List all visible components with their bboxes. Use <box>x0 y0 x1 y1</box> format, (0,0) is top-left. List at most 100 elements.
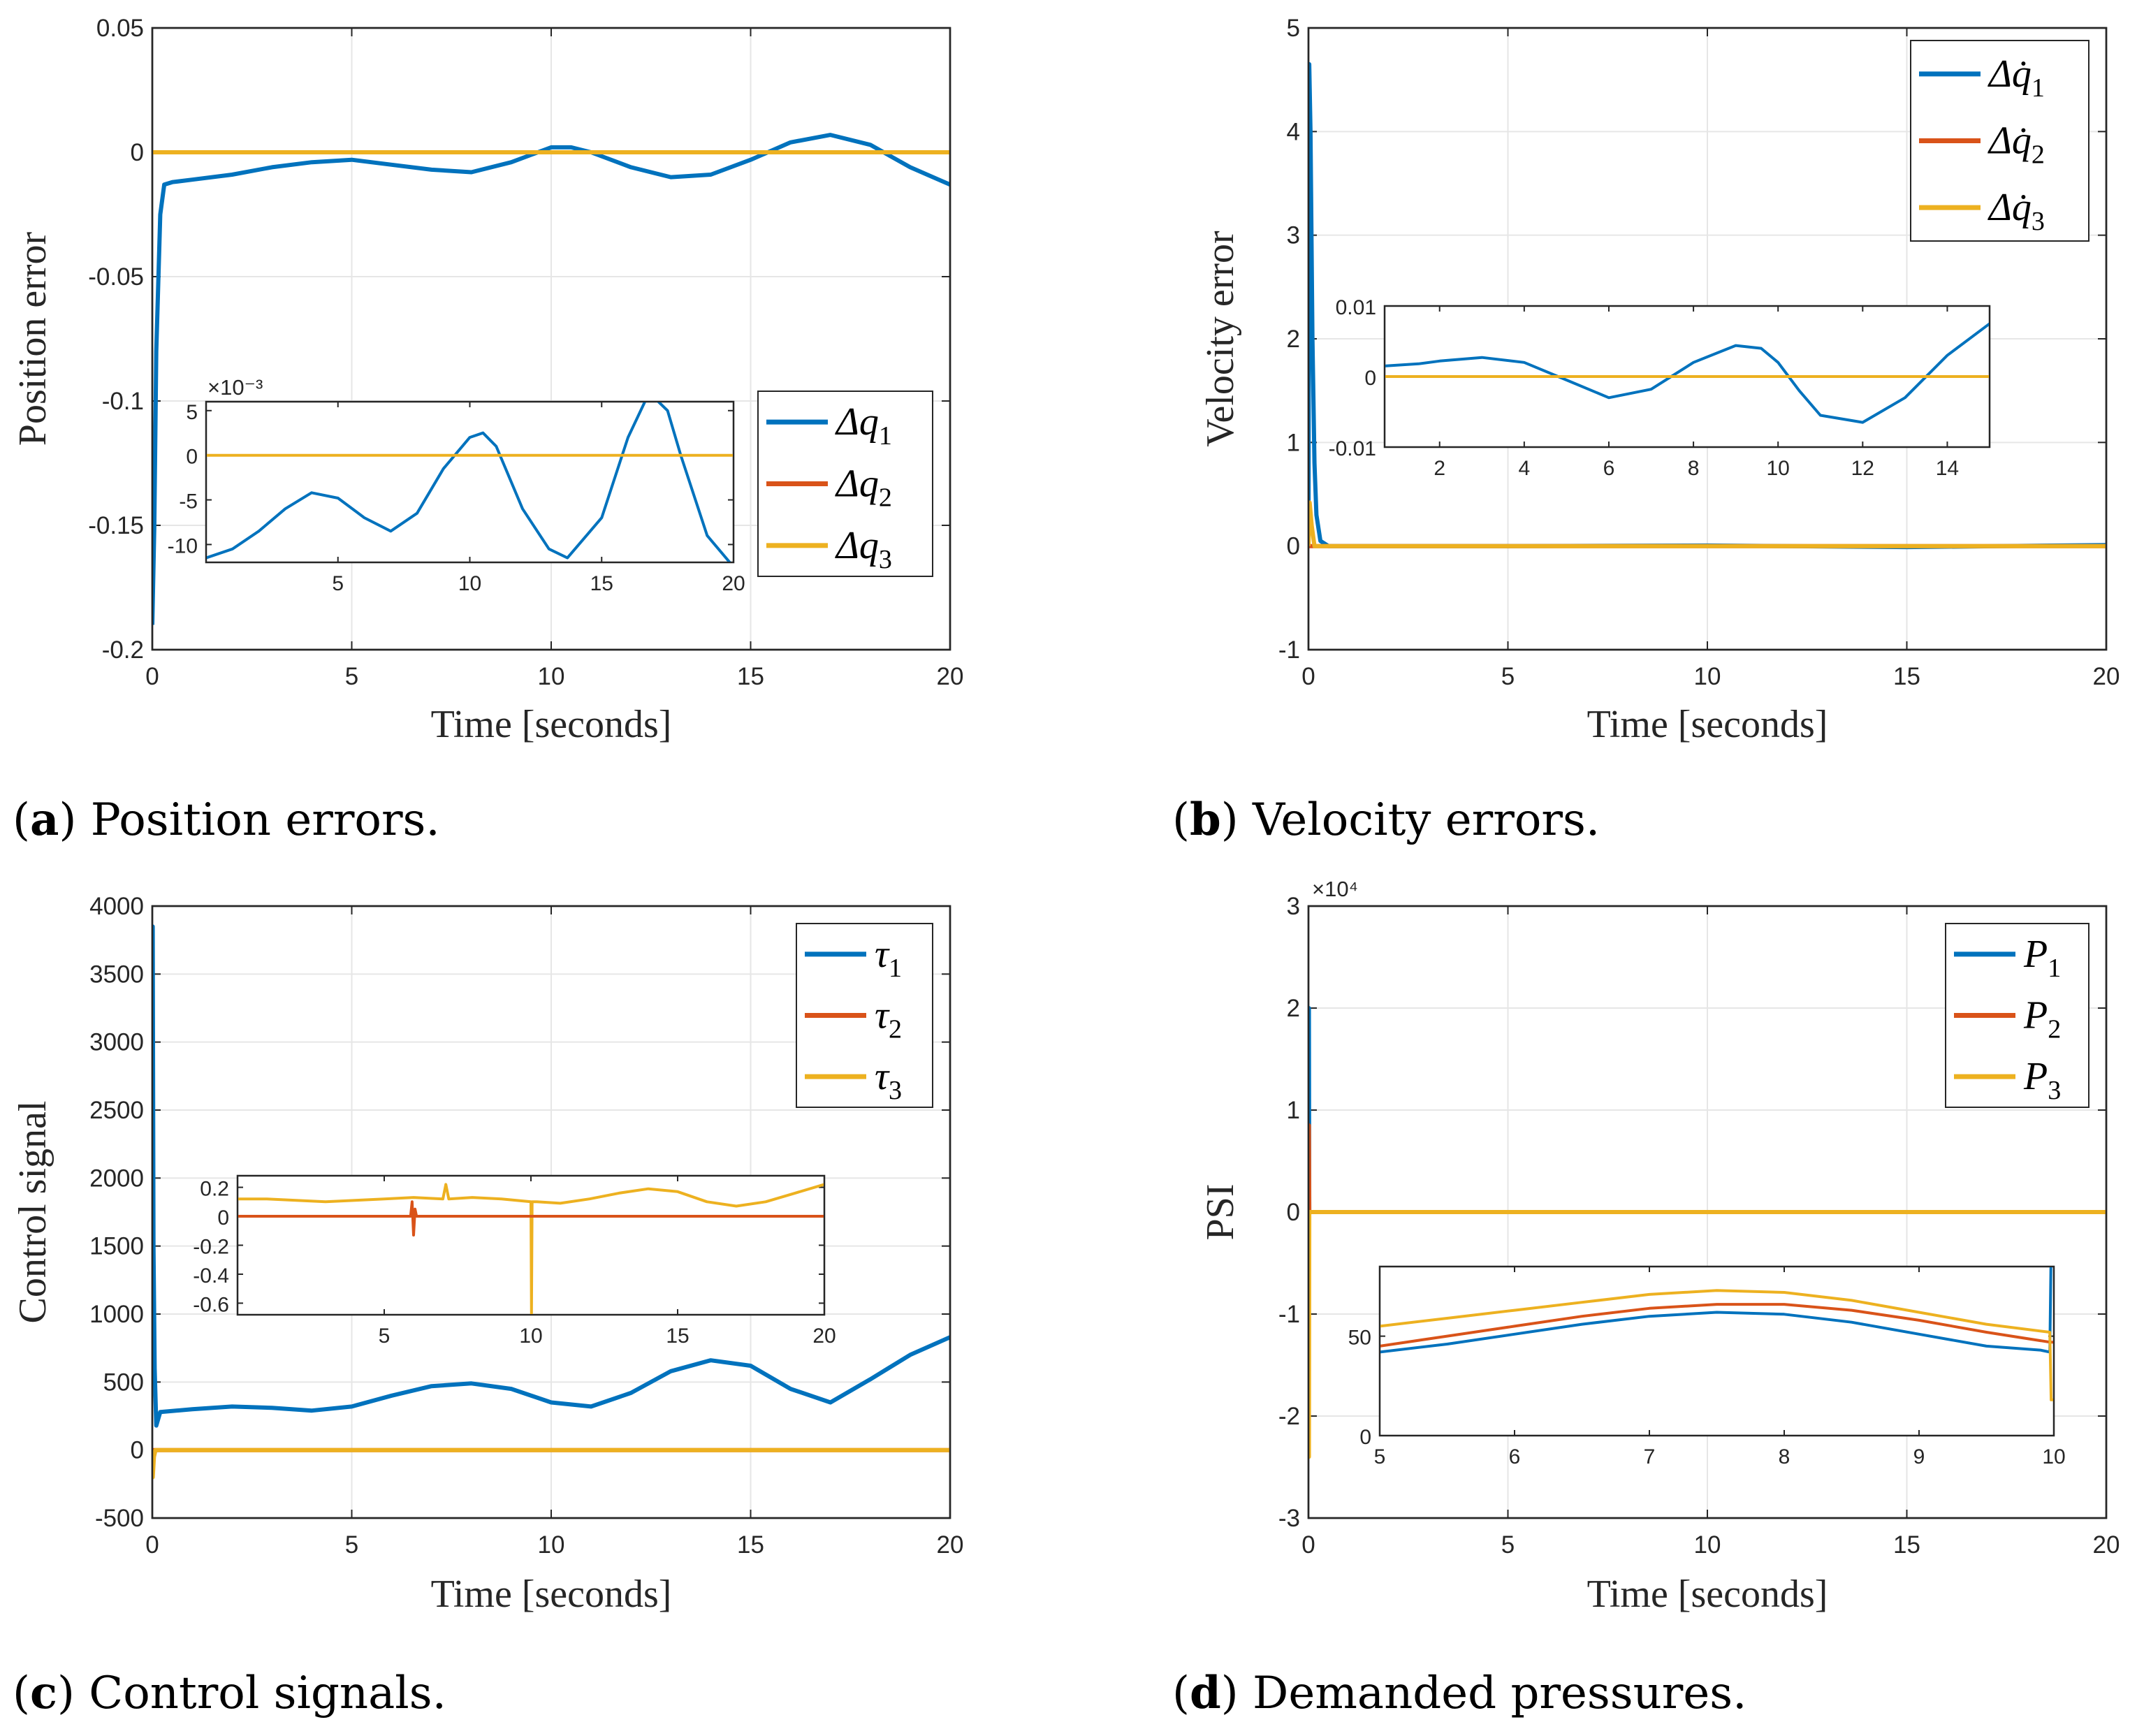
legend-symbol: Δq <box>835 524 879 567</box>
caption-text: ) Velocity errors. <box>1221 794 1600 846</box>
chart-c-xtick-label: 10 <box>538 1531 565 1559</box>
chart-b-ytick-label: 4 <box>1287 118 1300 145</box>
chart-c-inset-xtick-label: 10 <box>519 1325 542 1348</box>
caption-letter: b <box>1190 794 1221 846</box>
chart-d-ytick-label: 1 <box>1287 1097 1300 1124</box>
caption-open-paren: ( <box>1172 794 1190 846</box>
chart-b-xtick-label: 20 <box>2093 663 2120 690</box>
chart-c-inset-xtick-label: 20 <box>812 1325 836 1348</box>
chart-a-ytick-label: -0.05 <box>88 263 144 291</box>
chart-b-ytick-label: 0 <box>1287 533 1300 560</box>
chart-c-ytick-label: 4000 <box>89 893 144 920</box>
legend-symbol: P <box>2023 1055 2048 1098</box>
legend-subscript: 2 <box>889 1015 902 1044</box>
chart-b-inset-xtick-label: 2 <box>1434 457 1445 480</box>
chart-a-inset-xtick-label: 10 <box>458 572 481 595</box>
chart-d-ytick-label: 2 <box>1287 995 1300 1022</box>
chart-b-legend: Δq̇1Δq̇2Δq̇3 <box>1910 40 2089 242</box>
chart-a-inset-ytick-label: 5 <box>186 401 198 424</box>
chart-d-xlabel: Time [seconds] <box>1587 1573 1828 1616</box>
legend-subscript: 1 <box>889 954 902 983</box>
chart-a-xtick-label: 15 <box>737 663 764 690</box>
chart-d-legend-entry-1: P1 <box>2023 933 2061 983</box>
chart-c-inset-ytick-label: 0.2 <box>200 1178 229 1201</box>
chart-d-inset-ytick-label: 0 <box>1359 1426 1371 1449</box>
chart-b-xlabel: Time [seconds] <box>1587 703 1828 746</box>
chart-a-legend-entry-3: Δq3 <box>835 524 892 574</box>
chart-d-axis-multiplier: ×10⁴ <box>1312 877 1358 901</box>
chart-d-ylabel: PSI <box>1199 1184 1242 1241</box>
chart-a-inset-xtick-label: 15 <box>590 572 613 595</box>
chart-d-xtick-label: 10 <box>1694 1531 1721 1559</box>
chart-c-inset-xtick-label: 5 <box>379 1325 391 1348</box>
legend-subscript: 2 <box>2048 1015 2061 1044</box>
chart-a-ytick-label: 0.05 <box>96 15 144 42</box>
chart-a-caption: (a) Position errors. <box>13 794 440 846</box>
chart-b-ylabel: Velocity error <box>1199 231 1242 447</box>
chart-a-ytick-label: 0 <box>131 139 144 166</box>
chart-a-inset-ytick-label: 0 <box>186 446 198 469</box>
chart-c-ytick-label: 3000 <box>89 1029 144 1056</box>
chart-c-ytick-label: 2000 <box>89 1165 144 1192</box>
chart-d-caption: (d) Demanded pressures. <box>1172 1667 1746 1719</box>
chart-a-ytick-label: -0.1 <box>102 388 144 415</box>
chart-b-inset-frame <box>1384 305 1990 448</box>
chart-c-xtick-label: 0 <box>145 1531 159 1559</box>
legend-subscript: 3 <box>879 545 892 574</box>
chart-c-inset-ytick-label: -0.4 <box>193 1264 229 1288</box>
chart-b-inset-ytick-label: -0.01 <box>1329 437 1376 460</box>
chart-c-legend-entry-2: τ2 <box>875 994 902 1044</box>
chart-a-inset-plot-area <box>205 400 735 564</box>
chart-b-inset-series-1 <box>1385 322 1990 424</box>
legend-subscript: 2 <box>879 483 892 513</box>
chart-c-ytick-label: 500 <box>103 1369 144 1396</box>
legend-symbol: Δq̇ <box>1988 52 2032 96</box>
chart-c-ytick-label: 3500 <box>89 961 144 988</box>
legend-symbol: τ <box>875 994 890 1037</box>
caption-letter: d <box>1190 1667 1221 1719</box>
chart-b-xtick-label: 0 <box>1301 663 1315 690</box>
chart-d-xtick-label: 20 <box>2093 1531 2120 1559</box>
chart-b-inset-xtick-label: 12 <box>1851 457 1874 480</box>
legend-symbol: Δq <box>835 462 879 506</box>
chart-c-inset-xtick-label: 15 <box>666 1325 689 1348</box>
chart-d-inset-frame <box>1379 1266 2055 1436</box>
chart-b-inset-xtick-label: 10 <box>1767 457 1790 480</box>
chart-d-inset: 5 6 7 8 9 10 0 50 <box>1348 1265 2066 1468</box>
legend-symbol: Δq̇ <box>1988 186 2032 229</box>
chart-a-ylabel: Position error <box>11 231 54 446</box>
chart-b-legend-entry-2: Δq̇2 <box>1988 119 2045 170</box>
chart-d-inset-xtick-label: 10 <box>2042 1445 2065 1468</box>
chart-d-ytick-label: -1 <box>1278 1301 1300 1328</box>
chart-d-inset-plot-area <box>1378 1265 2055 1437</box>
chart-a-xtick-label: 0 <box>145 663 159 690</box>
legend-symbol: τ <box>875 933 890 976</box>
chart-d-ytick-label: 0 <box>1287 1199 1300 1226</box>
chart-a-inset-ytick-label: -10 <box>168 534 198 557</box>
chart-b-inset-xtick-label: 6 <box>1603 457 1615 480</box>
caption-text: ) Control signals. <box>57 1668 446 1719</box>
legend-subscript: 1 <box>2048 954 2061 983</box>
chart-c-ytick-label: 1000 <box>89 1301 144 1328</box>
chart-a-inset-ytick-label: -5 <box>179 490 198 513</box>
chart-b-inset-ytick-label: 0 <box>1364 367 1376 390</box>
chart-b-frame <box>1307 27 2108 651</box>
caption-text: ) Position errors. <box>59 794 439 846</box>
chart-b-ytick-label: 2 <box>1287 326 1300 353</box>
chart-b-inset-ytick-label: 0.01 <box>1336 296 1376 319</box>
legend-symbol: P <box>2023 933 2048 976</box>
chart-b-ytick-label: 5 <box>1287 15 1300 42</box>
chart-d-ytick-label: -2 <box>1278 1403 1300 1430</box>
chart-c-inset-series-1 <box>238 1183 824 1315</box>
chart-a-series-group <box>152 133 950 625</box>
chart-panel-c: 0 5 10 15 20-5000500100015002000250030003500… <box>11 893 963 1719</box>
chart-b-caption: (b) Velocity errors. <box>1172 794 1600 846</box>
legend-symbol: τ <box>875 1055 890 1098</box>
chart-c-inset: 5 10 15 20 -0.6 -0.4 -0.2 0 0.2 <box>193 1174 836 1348</box>
chart-a-xtick-label: 5 <box>345 663 358 690</box>
chart-a-inset-xtick-label: 20 <box>722 572 745 595</box>
chart-d-inset-series-2 <box>1380 1303 2054 1348</box>
